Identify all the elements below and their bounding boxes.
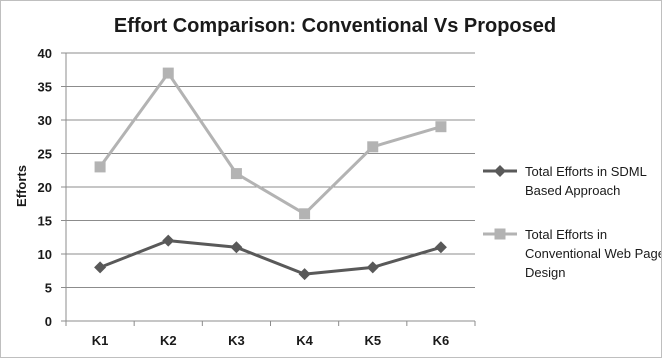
data-point xyxy=(367,141,379,153)
data-point xyxy=(298,268,311,281)
y-tick-label: 10 xyxy=(38,247,52,262)
x-tick-label: K5 xyxy=(364,333,381,348)
data-point xyxy=(94,161,106,173)
gridlines xyxy=(66,52,475,288)
y-tick-label: 25 xyxy=(38,147,52,162)
y-tick-label: 35 xyxy=(38,80,52,95)
data-point xyxy=(434,241,447,254)
y-tick-label: 30 xyxy=(38,113,52,128)
y-tick-label: 5 xyxy=(45,281,52,296)
legend-label-line: Conventional Web Page xyxy=(525,246,661,261)
data-point xyxy=(366,261,379,274)
y-axis-label: Efforts xyxy=(14,165,29,207)
y-tick-label: 15 xyxy=(38,214,52,229)
legend-item: Total Efforts in Conventional Web Page Des… xyxy=(483,227,661,280)
series-layer xyxy=(94,67,447,281)
data-point xyxy=(94,261,107,274)
axes: 0 5 10 15 20 25 30 35 40 K1 K2 K3 K4 K5 K6 xyxy=(38,46,476,348)
x-tick-label: K3 xyxy=(228,333,245,348)
y-tick-label: 40 xyxy=(38,46,52,61)
legend-label: Total Efforts in Conventional Web Page Des… xyxy=(525,227,661,280)
series-line xyxy=(98,71,442,216)
chart-title: Effort Comparison: Conventional Vs Propo… xyxy=(114,15,556,37)
legend-label-line: Design xyxy=(525,265,565,280)
data-point xyxy=(230,241,243,254)
legend-label: Total Efforts in SDML Based Approach xyxy=(525,164,647,198)
series-line xyxy=(99,239,442,276)
data-point xyxy=(435,121,447,133)
legend-marker xyxy=(494,165,506,177)
data-point xyxy=(162,67,174,79)
data-point xyxy=(299,208,311,220)
x-tick-label: K2 xyxy=(160,333,177,348)
y-tick-label: 0 xyxy=(45,314,52,329)
legend-label-line: Total Efforts in xyxy=(525,227,607,242)
legend-item: Total Efforts in SDML Based Approach xyxy=(483,164,647,198)
y-tick-label: 20 xyxy=(38,180,52,195)
data-point xyxy=(230,168,242,180)
legend: Total Efforts in SDML Based ApproachTotal… xyxy=(483,164,661,280)
series-conventional xyxy=(94,67,447,220)
series-sdml xyxy=(94,234,447,281)
legend-label-line: Based Approach xyxy=(525,183,620,198)
data-point xyxy=(162,234,175,247)
legend-label-line: Total Efforts in SDML xyxy=(525,164,647,179)
x-tick-label: K1 xyxy=(92,333,109,348)
legend-marker xyxy=(494,228,506,240)
x-tick-label: K6 xyxy=(433,333,450,348)
x-tick-label: K4 xyxy=(296,333,313,348)
